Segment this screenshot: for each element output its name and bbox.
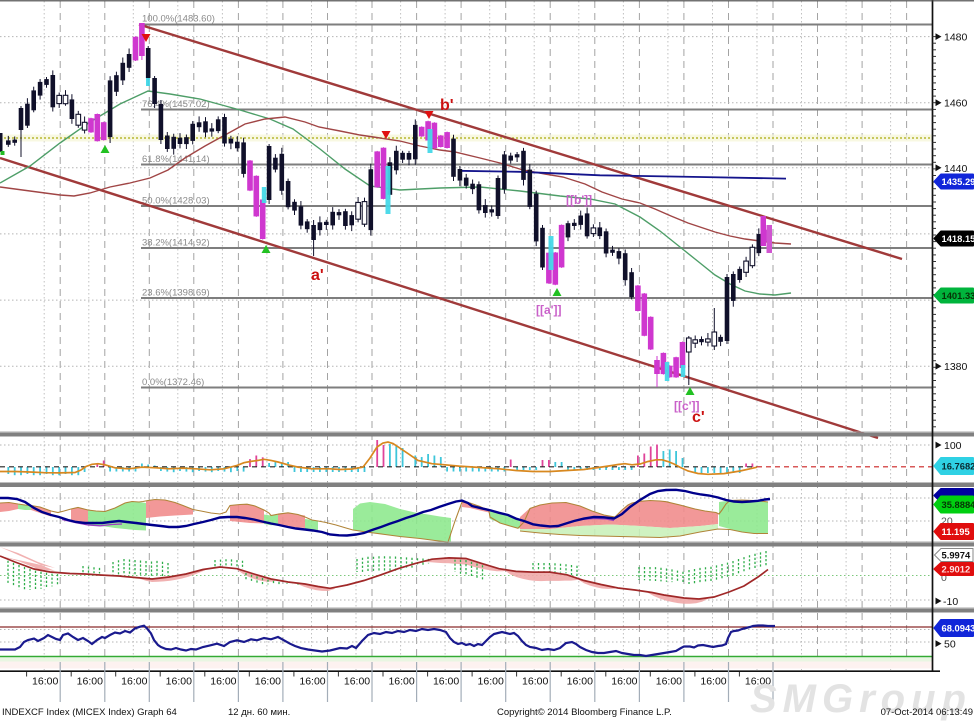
svg-text:1418.15: 1418.15 [942,233,974,244]
svg-text:[[b']]: [[b']] [566,193,592,207]
svg-text:-10: -10 [943,596,958,608]
svg-text:1401.33: 1401.33 [942,290,974,301]
svg-text:07-Oct-2014 06:13:49: 07-Oct-2014 06:13:49 [881,707,973,718]
svg-text:35.8884: 35.8884 [942,499,974,510]
svg-text:100.0%(1483.60): 100.0%(1483.60) [142,14,215,25]
svg-text:16:00: 16:00 [255,676,281,688]
svg-text:b': b' [440,97,454,114]
svg-text:5.9974: 5.9974 [942,549,971,560]
svg-text:1460: 1460 [944,98,968,110]
svg-text:Copyright© 2014 Bloomberg Fina: Copyright© 2014 Bloomberg Finance L.P. [497,707,672,718]
svg-text:0.0%(1372.46): 0.0%(1372.46) [142,377,204,388]
svg-text:68.0943: 68.0943 [942,622,974,633]
svg-text:16:00: 16:00 [567,676,593,688]
svg-text:16:00: 16:00 [299,676,325,688]
svg-text:16:00: 16:00 [700,676,726,688]
svg-text:[[a']]: [[a']] [536,303,562,317]
svg-text:16:00: 16:00 [522,676,548,688]
svg-text:16:00: 16:00 [656,676,682,688]
svg-text:1380: 1380 [944,361,968,373]
svg-text:11.195: 11.195 [942,526,970,537]
svg-text:16:00: 16:00 [121,676,147,688]
svg-text:76.4%(1457.02): 76.4%(1457.02) [142,99,210,110]
svg-text:16:00: 16:00 [210,676,236,688]
svg-text:1435.29: 1435.29 [942,176,974,187]
svg-text:16:00: 16:00 [388,676,414,688]
svg-text:[[c']]: [[c']] [674,399,700,413]
svg-text:16:00: 16:00 [166,676,192,688]
svg-text:16.7682: 16.7682 [942,460,974,471]
svg-text:16:00: 16:00 [32,676,58,688]
svg-text:12 дн. 60 мин.: 12 дн. 60 мин. [228,707,290,718]
svg-text:16:00: 16:00 [433,676,459,688]
svg-text:16:00: 16:00 [478,676,504,688]
svg-text:INDEXCF Index (MICEX Index) Gr: INDEXCF Index (MICEX Index) Graph 64 [2,707,177,718]
svg-text:23.6%(1398.69): 23.6%(1398.69) [142,288,210,299]
svg-text:16:00: 16:00 [344,676,370,688]
svg-text:1480: 1480 [944,32,968,44]
svg-text:38.2%(1414.92): 38.2%(1414.92) [142,238,210,249]
svg-text:a': a' [311,267,324,284]
svg-text:50: 50 [944,639,956,651]
svg-text:16:00: 16:00 [611,676,637,688]
svg-text:50.0%(1428.03): 50.0%(1428.03) [142,196,210,207]
svg-text:1440: 1440 [944,163,968,175]
svg-text:61.8%(1441.14): 61.8%(1441.14) [142,154,210,165]
svg-text:100: 100 [944,440,962,452]
svg-text:2.9012: 2.9012 [942,563,971,574]
svg-text:16:00: 16:00 [77,676,103,688]
